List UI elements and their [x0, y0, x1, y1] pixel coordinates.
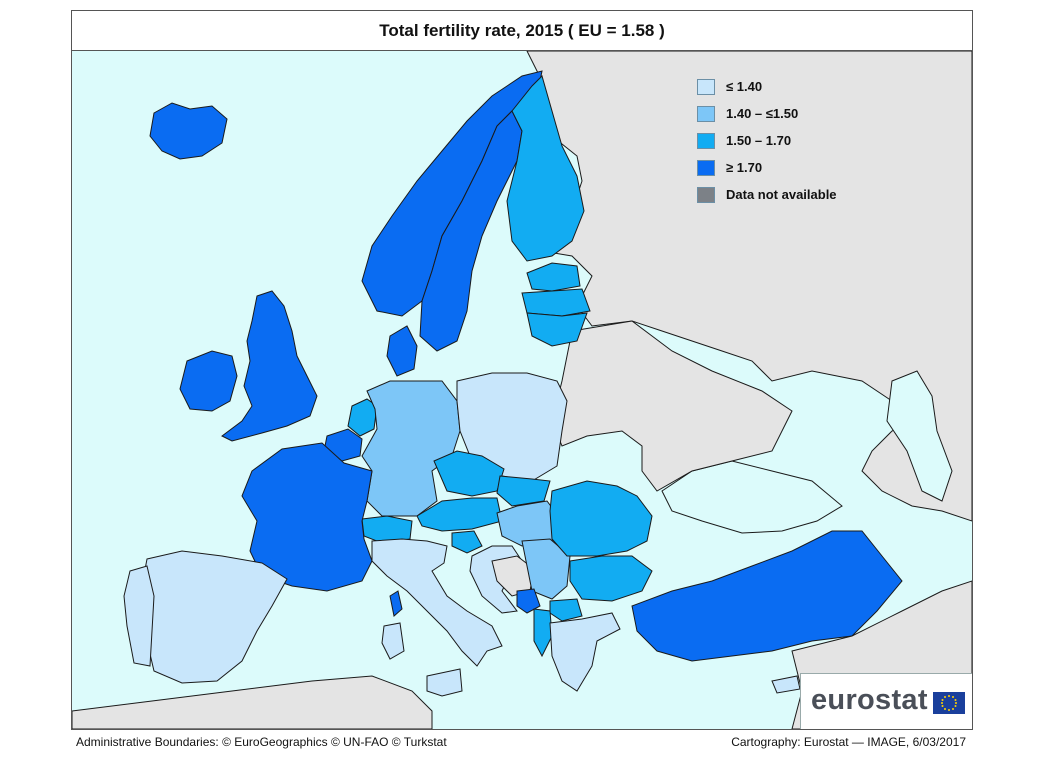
legend-swatch — [697, 105, 715, 122]
region-poland — [456, 372, 568, 482]
legend-item: 1.50 – 1.70 — [697, 127, 837, 154]
region-romania — [549, 480, 653, 557]
region-denmark — [386, 325, 418, 377]
region-germany — [361, 380, 461, 517]
legend-swatch — [697, 186, 715, 203]
region-corsica — [389, 590, 403, 617]
europe-map — [72, 51, 972, 729]
region-albania — [533, 608, 553, 658]
legend-swatch — [697, 132, 715, 149]
region-united-kingdom — [221, 290, 318, 442]
legend-label: 1.40 – ≤1.50 — [726, 106, 799, 121]
logo-text: eurostat — [811, 684, 928, 716]
legend-item: ≤ 1.40 — [697, 73, 837, 100]
region-slovenia — [451, 530, 483, 554]
legend-item: Data not available — [697, 181, 837, 208]
region-italy — [371, 538, 503, 667]
region-ireland — [179, 350, 238, 412]
region-sardinia — [381, 622, 405, 660]
region-latvia — [521, 288, 591, 317]
region-portugal — [123, 565, 155, 667]
region-north-africa — [72, 675, 433, 729]
region-estonia — [526, 262, 581, 292]
map-frame: Total fertility rate, 2015 ( EU = 1.58 ) — [71, 10, 973, 730]
legend-label: 1.50 – 1.70 — [726, 133, 792, 148]
region-netherlands — [347, 398, 378, 437]
legend-item: ≥ 1.70 — [697, 154, 837, 181]
legend-swatch — [697, 159, 715, 176]
map-area: ≤ 1.40 1.40 – ≤1.50 1.50 – 1.70 ≥ 1.70 D… — [72, 51, 972, 729]
region-finland — [506, 75, 585, 262]
region-east-europe-grey — [526, 51, 972, 522]
region-lithuania — [526, 312, 588, 347]
eu-flag-icon — [933, 692, 965, 714]
region-bulgaria — [569, 555, 653, 602]
map-title: Total fertility rate, 2015 ( EU = 1.58 ) — [72, 11, 972, 51]
legend-label: ≤ 1.40 — [726, 79, 763, 94]
legend-label: ≥ 1.70 — [726, 160, 763, 175]
region-greece — [549, 612, 621, 692]
region-sicily — [426, 668, 463, 697]
footer-credits: Administrative Boundaries: © EuroGeograp… — [76, 735, 447, 749]
legend-label: Data not available — [726, 187, 837, 202]
footer: Administrative Boundaries: © EuroGeograp… — [72, 732, 972, 752]
region-caspian-sea — [886, 370, 953, 502]
region-iceland — [149, 102, 228, 160]
region-turkey — [631, 530, 903, 662]
legend-item: 1.40 – ≤1.50 — [697, 100, 837, 127]
legend-swatch — [697, 78, 715, 95]
region-serbia — [521, 538, 571, 600]
eurostat-logo: eurostat — [800, 673, 972, 729]
footer-cartography: Cartography: Eurostat — IMAGE, 6/03/2017 — [731, 735, 966, 749]
map-legend: ≤ 1.40 1.40 – ≤1.50 1.50 – 1.70 ≥ 1.70 D… — [697, 73, 837, 208]
